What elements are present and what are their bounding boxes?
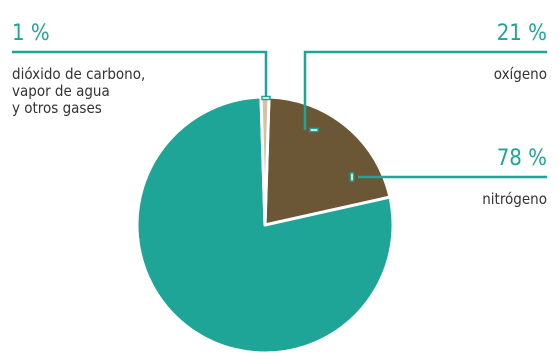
pct-label-oxygen: 21 % — [496, 21, 547, 46]
pct-label-co2: 1 % — [12, 21, 50, 46]
label-nitrogen: nitrógeno — [482, 190, 547, 208]
leader-line-oxygen — [303, 50, 547, 130]
leader-line-co2 — [12, 50, 268, 98]
label-co2-line2: vapor de agua — [12, 82, 110, 100]
label-co2-line3: y otros gases — [12, 99, 102, 117]
leader-marker-oxygen — [309, 127, 319, 133]
pie-slice-nitrogen — [135, 95, 395, 354]
leader-marker-co2 — [261, 95, 271, 101]
pct-label-nitrogen: 78 % — [496, 146, 547, 171]
label-oxygen: oxígeno — [493, 65, 547, 83]
pie-slice-oxygen — [263, 95, 392, 227]
leader-marker-nitrogen — [349, 172, 355, 182]
label-co2-line1: dióxido de carbono, — [12, 65, 146, 83]
